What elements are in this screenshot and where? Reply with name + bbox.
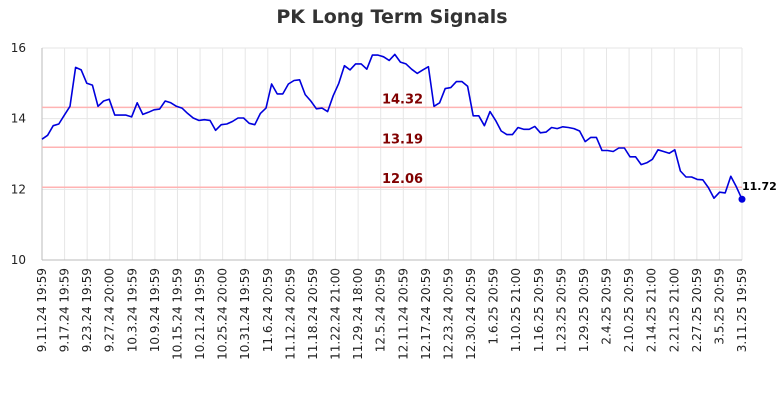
x-tick-label: 12.23.24 20:59 [441,268,455,360]
x-tick-label: 11.6.24 20:59 [261,268,275,352]
x-tick-label: 9.11.24 19:59 [35,268,49,352]
y-tick-label: 16 [11,41,26,55]
x-tick-label: 12.17.24 20:59 [419,268,433,360]
x-tick-label: 3.5.25 20:59 [712,268,726,345]
x-tick-label: 10.31.24 19:59 [238,268,252,360]
x-tick-label: 12.11.24 20:59 [396,268,410,360]
reference-line-label: 13.19 [382,132,423,147]
x-tick-label: 10.15.24 19:59 [170,268,184,360]
y-tick-label: 10 [11,253,26,267]
y-tick-label: 14 [11,112,26,126]
x-tick-label: 10.25.24 20:00 [216,268,230,360]
x-tick-label: 12.5.24 20:59 [374,268,388,352]
last-point-label: 11.72 [742,180,777,193]
x-tick-label: 10.21.24 19:59 [193,268,207,360]
x-tick-label: 3.11.25 19:59 [735,268,749,352]
y-tick-label: 12 [11,182,26,196]
x-tick-label: 10.9.24 19:59 [148,268,162,352]
x-tick-label: 10.3.24 19:59 [125,268,139,352]
x-tick-label: 11.22.24 21:00 [329,268,343,360]
x-tick-label: 2.4.25 20:59 [600,268,614,345]
chart-title: PK Long Term Signals [276,6,508,28]
series-line [41,53,743,200]
reference-line-label: 14.32 [382,92,423,107]
x-tick-label: 2.21.25 21:00 [667,268,681,352]
x-tick-label: 1.10.25 21:00 [509,268,523,352]
x-tick-label: 1.29.25 20:59 [577,268,591,352]
x-tick-label: 1.23.25 20:59 [554,268,568,352]
x-tick-label: 2.27.25 20:59 [690,268,704,352]
x-tick-label: 11.18.24 20:59 [306,268,320,360]
x-tick-label: 9.27.24 20:00 [103,268,117,352]
x-tick-label: 1.6.25 20:59 [487,268,501,345]
reference-line-label: 12.06 [382,172,423,187]
x-tick-label: 12.30.24 20:59 [464,268,478,360]
x-tick-label: 9.17.24 19:59 [58,268,72,352]
x-tick-label: 1.16.25 20:59 [532,268,546,352]
x-tick-label: 2.10.25 20:59 [622,268,636,352]
x-tick-label: 2.14.25 21:00 [645,268,659,352]
last-point-marker [738,195,746,203]
x-tick-label: 11.12.24 20:59 [283,268,297,360]
x-tick-label: 9.23.24 19:59 [80,268,94,352]
x-tick-label: 11.29.24 18:00 [351,268,365,360]
